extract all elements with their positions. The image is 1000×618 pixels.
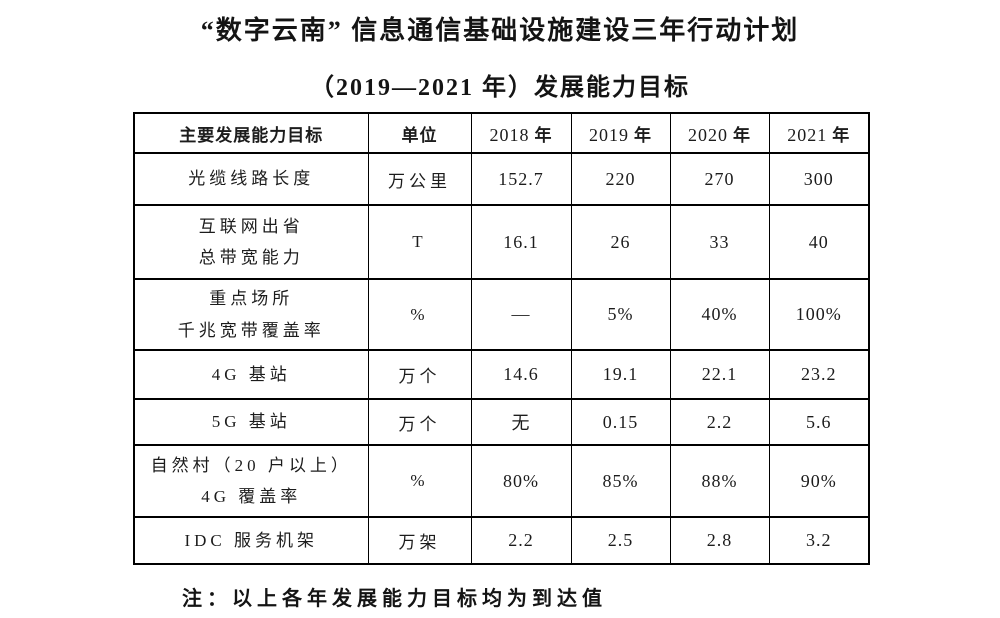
development-goals-table: 主要发展能力目标 单位 2018 年 2019 年 2020 年 2021 年 光缆线路…: [133, 112, 870, 565]
header-year-2021: 2021 年: [768, 112, 870, 154]
unit-cell: 万个: [367, 398, 472, 446]
header-year-2020: 2020 年: [669, 112, 770, 154]
row-label: 自然村（20 户以上） 4G 覆盖率: [133, 444, 369, 518]
value-cell: 2.2: [669, 398, 770, 446]
value-cell: 26: [570, 204, 671, 280]
title-line-2: （2019—2021 年）发展能力目标: [310, 75, 690, 101]
value-cell: 33: [669, 204, 770, 280]
unit-cell: %: [367, 444, 472, 518]
value-cell: 2.2: [470, 516, 572, 565]
value-cell: 2.5: [570, 516, 671, 565]
value-cell: 2.8: [669, 516, 770, 565]
value-cell: 3.2: [768, 516, 870, 565]
unit-cell: %: [367, 278, 472, 351]
row-label-line: 5G 基站: [211, 412, 291, 432]
header-goal: 主要发展能力目标: [133, 112, 369, 154]
table-row-4g-base-stations: 4G 基站 万个 14.6 19.1 22.1 23.2: [133, 349, 870, 400]
year-suffix: 年: [832, 125, 851, 145]
value-cell: 0.15: [570, 398, 671, 446]
value-cell: —: [470, 278, 572, 351]
header-unit: 单位: [367, 112, 472, 154]
unit-cell: 万个: [367, 349, 472, 400]
table-header-row: 主要发展能力目标 单位 2018 年 2019 年 2020 年 2021 年: [133, 112, 870, 154]
value-cell: 14.6: [470, 349, 572, 400]
header-year-2018: 2018 年: [470, 112, 572, 154]
unit-cell: 万架: [367, 516, 472, 565]
value-cell: 88%: [669, 444, 770, 518]
value-cell: 220: [570, 152, 671, 206]
year-suffix: 年: [534, 125, 553, 145]
row-label-line: IDC 服务机架: [184, 530, 319, 550]
row-label-line: 重点场所: [209, 289, 294, 309]
value-cell: 85%: [570, 444, 671, 518]
row-label-line: 光缆线路长度: [188, 169, 315, 189]
table-row-village-4g-coverage: 自然村（20 户以上） 4G 覆盖率 % 80% 85% 88% 90%: [133, 444, 870, 518]
title-line-1: “数字云南” 信息通信基础设施建设三年行动计划: [200, 16, 800, 45]
header-year-2019: 2019 年: [570, 112, 671, 154]
year-suffix: 年: [733, 125, 751, 145]
value-cell: 无: [470, 398, 572, 446]
value-cell: 5%: [570, 278, 671, 351]
value-cell: 90%: [768, 444, 870, 518]
value-cell: 22.1: [669, 349, 770, 400]
year-number: 2021: [787, 124, 828, 145]
table-row-gigabit-coverage: 重点场所 千兆宽带覆盖率 % — 5% 40% 100%: [133, 278, 870, 351]
value-cell: 5.6: [768, 398, 870, 446]
value-cell: 270: [669, 152, 770, 206]
row-label: 互联网出省 总带宽能力: [133, 204, 369, 280]
row-label-line: 4G 基站: [211, 364, 291, 384]
unit-cell: 万公里: [367, 152, 472, 206]
value-cell: 300: [768, 152, 870, 206]
row-label: 4G 基站: [133, 349, 369, 400]
table-row-optical-cable: 光缆线路长度 万公里 152.7 220 270 300: [133, 152, 870, 206]
year-number: 2018: [489, 124, 530, 145]
row-label: 光缆线路长度: [133, 152, 369, 206]
value-cell: 16.1: [470, 204, 572, 280]
table-row-internet-bandwidth: 互联网出省 总带宽能力 T 16.1 26 33 40: [133, 204, 870, 280]
document-title: “数字云南” 信息通信基础设施建设三年行动计划 （2019—2021 年）发展能…: [0, 10, 1000, 102]
value-cell: 19.1: [570, 349, 671, 400]
value-cell: 23.2: [768, 349, 870, 400]
value-cell: 100%: [768, 278, 870, 351]
row-label: IDC 服务机架: [133, 516, 369, 565]
year-number: 2020: [688, 124, 728, 145]
table-row-idc-racks: IDC 服务机架 万架 2.2 2.5 2.8 3.2: [133, 516, 870, 565]
value-cell: 40: [768, 204, 870, 280]
row-label: 重点场所 千兆宽带覆盖率: [133, 278, 369, 351]
row-label-line: 总带宽能力: [198, 248, 304, 267]
year-suffix: 年: [634, 125, 652, 145]
row-label-line: 自然村（20 户以上）: [150, 455, 352, 475]
value-cell: 40%: [669, 278, 770, 351]
value-cell: 152.7: [470, 152, 572, 206]
table-row-5g-base-stations: 5G 基站 万个 无 0.15 2.2 5.6: [133, 398, 870, 446]
row-label-line: 千兆宽带覆盖率: [177, 320, 325, 340]
unit-cell: T: [367, 204, 472, 280]
footnote: 注：以上各年发展能力目标均为到达值: [182, 588, 607, 610]
year-number: 2019: [589, 124, 629, 145]
row-label-line: 互联网出省: [198, 216, 304, 236]
value-cell: 80%: [470, 444, 572, 518]
row-label-line: 4G 覆盖率: [201, 487, 302, 506]
row-label: 5G 基站: [133, 398, 369, 446]
